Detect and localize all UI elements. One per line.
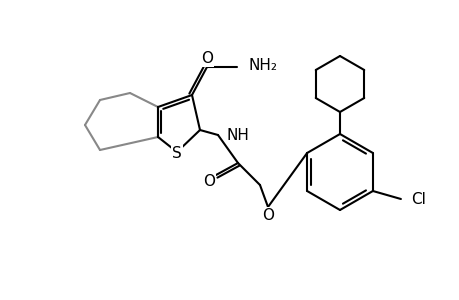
Text: NH: NH [226,128,249,142]
Text: Cl: Cl [410,191,425,206]
Text: S: S [172,146,181,160]
Text: NH₂: NH₂ [248,58,277,73]
Text: O: O [201,50,213,65]
Text: O: O [262,208,274,224]
Text: O: O [202,173,214,188]
